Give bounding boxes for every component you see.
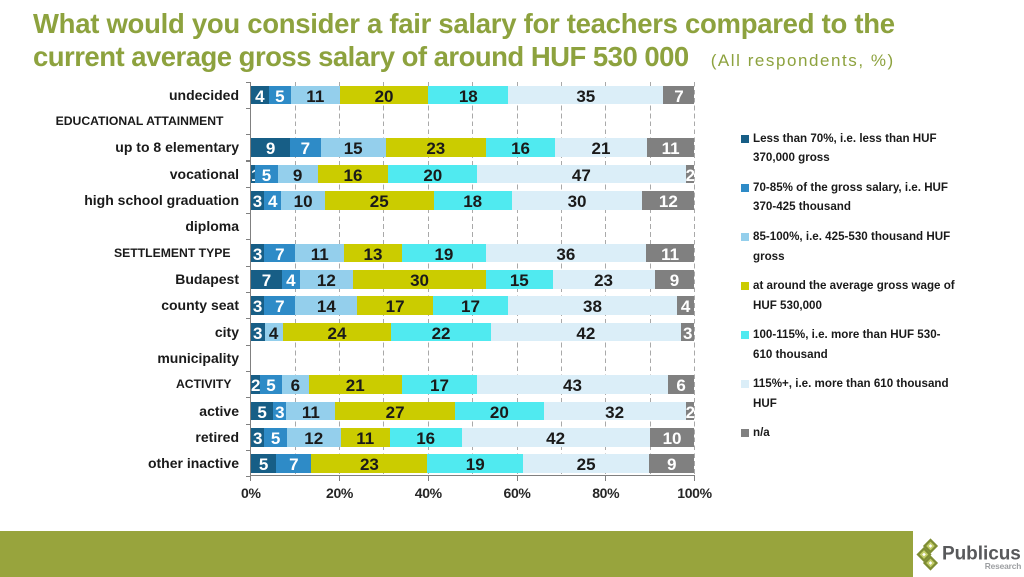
svg-text:Publicus: Publicus bbox=[942, 543, 1021, 564]
svg-text:Research: Research bbox=[985, 561, 1022, 571]
